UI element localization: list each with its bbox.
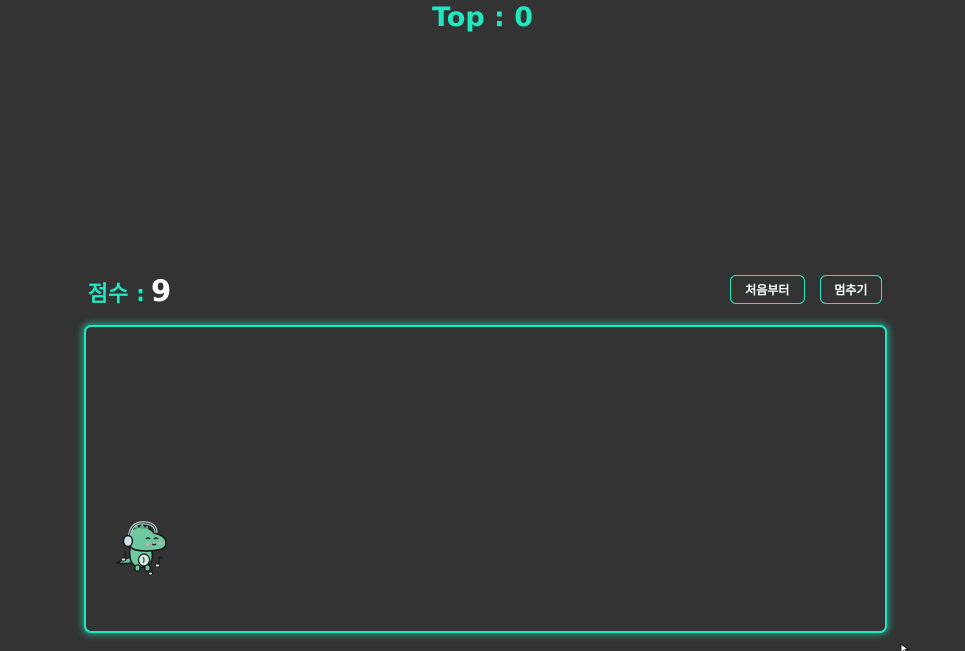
game-field[interactable] xyxy=(84,325,887,633)
score-label: 점수 : xyxy=(88,282,145,307)
restart-button[interactable]: 처음부터 xyxy=(730,275,805,304)
score-value: 9 xyxy=(150,274,172,308)
pause-button[interactable]: 멈추기 xyxy=(820,275,882,304)
dino-with-headphones-icon xyxy=(116,521,167,576)
current-score: 점수 : 9 xyxy=(88,274,171,314)
mouse-cursor-icon xyxy=(900,644,910,651)
top-score: Top : 0 xyxy=(431,2,534,33)
